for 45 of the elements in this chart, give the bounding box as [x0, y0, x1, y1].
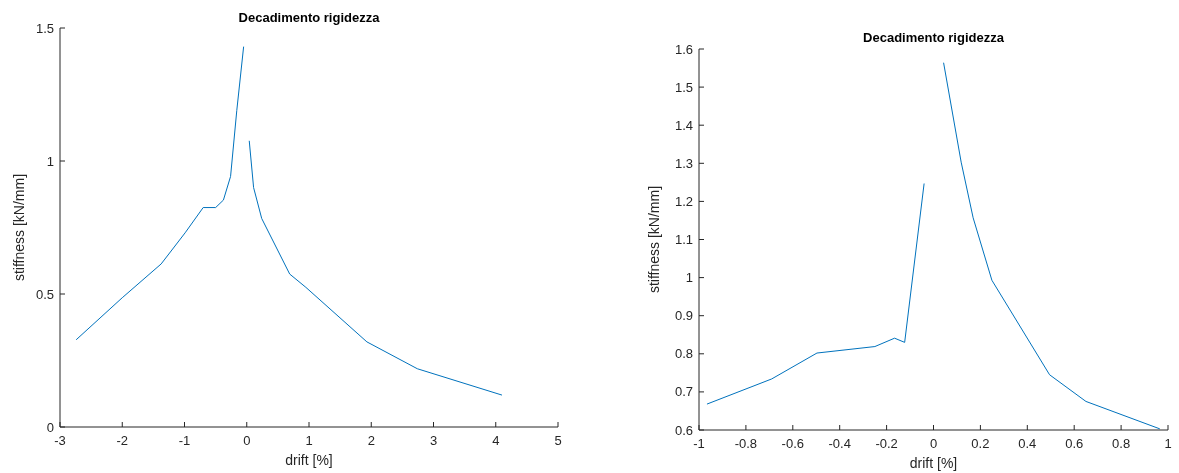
chart-title: Decadimento rigidezza — [863, 30, 1005, 45]
y-tick-label: 0 — [46, 419, 54, 435]
y-tick-label: 1.2 — [674, 193, 693, 209]
y-tick-label: 1 — [685, 270, 693, 286]
y-tick-label: 0.8 — [674, 346, 693, 362]
y-tick-label: 0.9 — [674, 308, 693, 324]
x-tick-label: 2 — [367, 433, 375, 448]
x-tick-label: -0.8 — [734, 436, 758, 451]
y-tick-label: 1.6 — [674, 41, 693, 57]
chart-title: Decadimento rigidezza — [238, 10, 381, 25]
x-tick-label: 0.2 — [971, 436, 990, 451]
x-tick-label: 0.6 — [1065, 436, 1084, 451]
line-series — [75, 46, 245, 341]
x-tick-label: 0.4 — [1018, 436, 1037, 451]
x-tick-label: -1 — [178, 433, 191, 448]
x-tick-label: 5 — [554, 433, 562, 448]
x-tick-label: 1 — [1164, 436, 1172, 451]
line-series — [943, 62, 1161, 430]
line-series — [706, 182, 925, 405]
x-tick-label: 4 — [492, 433, 500, 448]
y-tick-label: 0.6 — [674, 422, 693, 438]
x-tick-label: 3 — [429, 433, 438, 448]
x-tick-label: -2 — [116, 433, 129, 448]
y-tick-label: 1.5 — [35, 20, 54, 36]
y-tick-label: 1.1 — [674, 232, 693, 247]
y-tick-label: 0.5 — [35, 286, 54, 302]
x-tick-label: 0.8 — [1112, 436, 1131, 451]
x-tick-label: -0.2 — [875, 436, 898, 451]
y-tick-label: 1 — [46, 153, 54, 169]
y-tick-label: 1.3 — [674, 155, 693, 171]
x-tick-label: -0.4 — [828, 436, 851, 451]
y-tick-label: 0.7 — [674, 384, 693, 400]
y-axis-title: stiffness [kN/mm] — [11, 173, 27, 282]
x-axis-title: drift [%] — [909, 455, 958, 471]
x-axis-title: drift [%] — [285, 452, 333, 468]
x-tick-label: 0 — [243, 433, 251, 448]
line-series — [248, 140, 503, 396]
x-tick-label: -1 — [693, 436, 705, 451]
y-axis-title: stiffness [kN/mm] — [646, 185, 662, 294]
x-tick-label: 1 — [305, 433, 313, 448]
y-tick-label: 1.5 — [674, 79, 693, 95]
y-tick-label: 1.4 — [674, 117, 693, 133]
x-tick-label: -0.6 — [781, 436, 804, 451]
x-tick-label: -3 — [54, 433, 66, 448]
x-tick-label: 0 — [929, 436, 938, 451]
